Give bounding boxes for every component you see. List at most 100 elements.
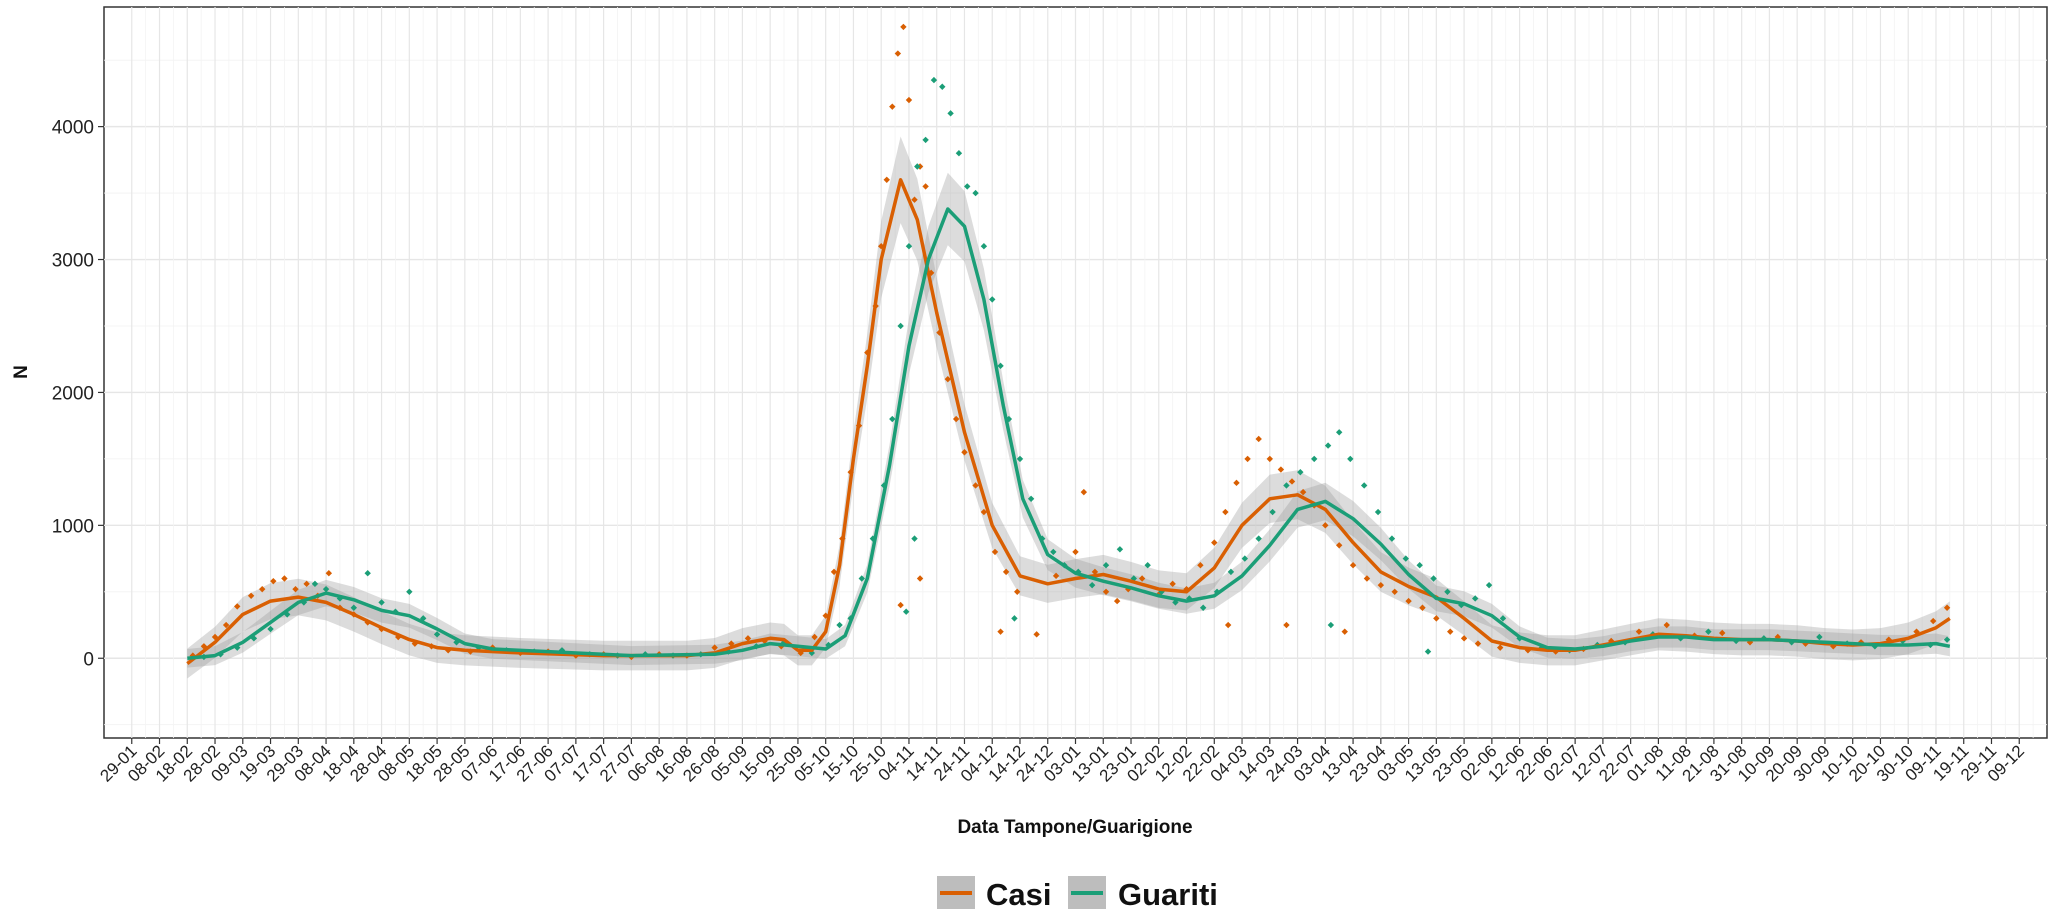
point-casi <box>878 243 885 250</box>
point-guariti <box>1311 455 1318 463</box>
point-guariti <box>1485 581 1493 589</box>
point-guariti <box>780 639 788 646</box>
point-casi <box>1496 644 1504 651</box>
point-casi <box>1283 621 1290 629</box>
point-casi <box>247 592 255 599</box>
point-guariti <box>1269 508 1276 516</box>
point-guariti <box>1327 621 1335 629</box>
point-guariti <box>1144 562 1151 569</box>
y-tick-label: 0 <box>83 649 94 670</box>
point-guariti <box>558 647 566 654</box>
point-casi <box>1433 615 1440 622</box>
point-guariti <box>1430 575 1437 582</box>
point-casi <box>1719 629 1726 637</box>
point-casi <box>711 644 718 651</box>
point-casi <box>1102 588 1110 595</box>
point-guariti <box>1444 588 1451 595</box>
point-guariti <box>1172 599 1179 606</box>
point-casi <box>1460 635 1468 642</box>
point-guariti <box>1186 595 1193 602</box>
point-casi <box>1774 633 1781 641</box>
point-casi <box>922 183 929 190</box>
point-guariti <box>1016 455 1024 463</box>
point-casi <box>1138 575 1146 582</box>
point-guariti <box>939 83 946 90</box>
point-guariti <box>267 625 274 633</box>
legend-label-guariti: Guariti <box>1118 877 1218 909</box>
point-guariti <box>1130 575 1137 582</box>
point-casi <box>991 548 999 556</box>
point-casi <box>1663 621 1670 629</box>
point-casi <box>744 635 752 642</box>
point-casi <box>1929 617 1937 625</box>
point-casi <box>1052 572 1060 580</box>
point-casi <box>1266 455 1273 463</box>
point-guariti <box>902 608 910 615</box>
point-casi <box>728 640 735 647</box>
point-guariti <box>1388 535 1396 542</box>
point-casi <box>1091 568 1099 576</box>
point-guariti <box>836 621 843 629</box>
point-casi <box>1943 604 1951 611</box>
point-casi <box>1113 597 1121 605</box>
point-casi <box>1447 628 1454 635</box>
point-guariti <box>897 322 904 330</box>
point-guariti <box>1374 508 1382 516</box>
point-casi <box>189 652 197 659</box>
point-guariti <box>930 76 938 84</box>
point-casi <box>1080 488 1088 496</box>
point-casi <box>1244 455 1251 463</box>
point-guariti <box>1816 633 1823 641</box>
point-casi <box>961 449 968 456</box>
point-guariti <box>972 189 979 197</box>
point-guariti <box>1360 482 1368 489</box>
point-guariti <box>889 415 896 423</box>
point-casi <box>1197 562 1204 569</box>
point-casi <box>395 633 402 641</box>
x-axis-title: Data Tampone/Guarigione <box>957 817 1192 838</box>
point-casi <box>1608 637 1615 645</box>
point-guariti <box>1255 535 1262 542</box>
point-casi <box>1233 479 1240 487</box>
point-casi <box>303 580 310 588</box>
point-guariti <box>1335 429 1343 436</box>
point-casi <box>281 575 288 582</box>
point-guariti <box>947 110 954 117</box>
legend: Casi Guariti <box>937 876 1218 909</box>
point-casi <box>1224 621 1232 629</box>
point-casi <box>1072 548 1079 556</box>
point-casi <box>1363 575 1371 582</box>
point-guariti <box>1158 588 1165 595</box>
point-casi <box>1002 568 1010 576</box>
smooth-lines <box>186 178 1951 665</box>
point-guariti <box>1005 415 1013 423</box>
point-casi <box>1288 478 1296 485</box>
point-guariti <box>989 296 996 303</box>
point-casi <box>259 585 266 593</box>
point-guariti <box>250 635 258 642</box>
point-casi <box>905 96 913 104</box>
point-guariti <box>453 639 460 646</box>
point-casi <box>1913 628 1920 635</box>
point-casi <box>894 50 902 57</box>
point-guariti <box>1116 546 1124 553</box>
point-casi <box>1391 588 1398 595</box>
x-axis: 29-0108-0218-0228-0209-0319-0329-0308-04… <box>96 738 2028 786</box>
point-guariti <box>922 136 929 144</box>
point-casi <box>1377 581 1385 589</box>
point-guariti <box>1102 562 1110 569</box>
point-guariti <box>350 604 358 611</box>
point-casi <box>1322 522 1329 529</box>
point-guariti <box>980 243 988 250</box>
point-guariti <box>1050 548 1057 556</box>
point-casi <box>897 601 904 609</box>
point-casi <box>889 103 896 110</box>
y-tick-label: 2000 <box>52 383 94 404</box>
point-guariti <box>997 362 1004 370</box>
point-casi <box>911 196 918 203</box>
point-guariti <box>1011 615 1018 622</box>
point-casi <box>222 621 230 629</box>
line-guariti <box>187 207 1951 661</box>
y-tick-label: 4000 <box>52 118 94 139</box>
